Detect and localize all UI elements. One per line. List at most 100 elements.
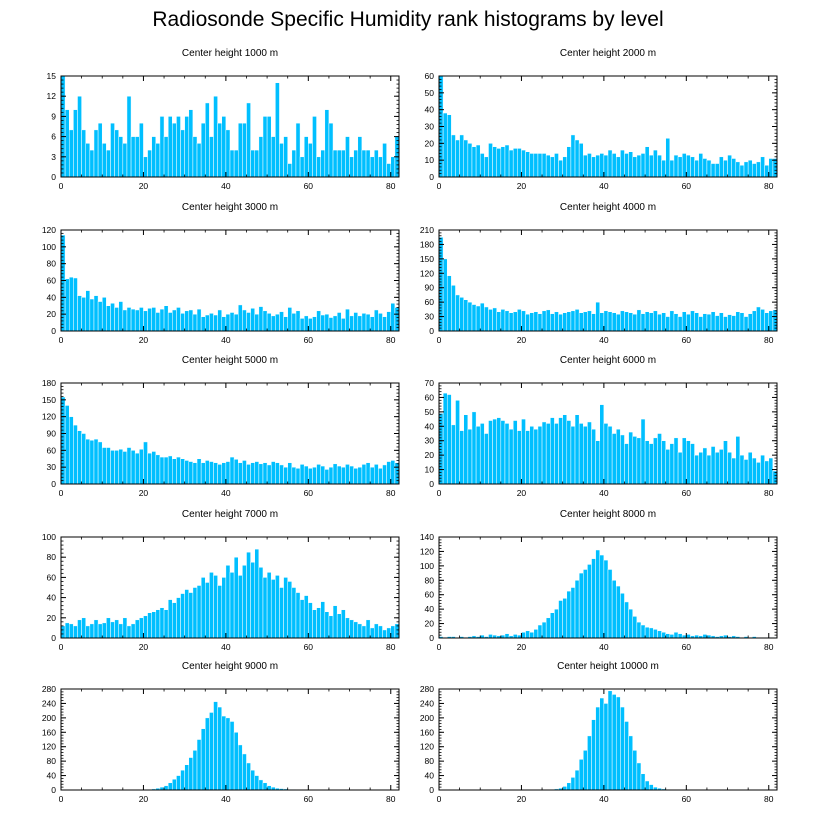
x-tick-label: 20 (517, 642, 527, 652)
histogram-bar (357, 136, 363, 178)
histogram-bar (312, 316, 317, 332)
histogram-bar (702, 313, 708, 332)
histogram-bar (97, 122, 103, 178)
histogram-bar (85, 625, 91, 639)
x-tick-label: 60 (304, 181, 314, 191)
histogram-bar (172, 458, 177, 485)
histogram-bar (657, 630, 662, 639)
y-tick-label: 120 (42, 412, 56, 422)
histogram-bar (205, 717, 210, 791)
histogram-bar (747, 313, 753, 332)
x-tick-label: 40 (599, 642, 609, 652)
y-tick-label: 20 (425, 619, 435, 629)
histogram-bar (295, 122, 301, 178)
histogram-bar (574, 309, 580, 332)
histogram-bar (607, 149, 613, 178)
histogram-bar (508, 428, 514, 485)
histogram-bar (345, 464, 350, 485)
histogram-bar (492, 146, 497, 178)
y-tick-label: 20 (425, 138, 435, 148)
histogram-bar (504, 423, 510, 485)
histogram-bar (378, 625, 383, 639)
histogram-bar (747, 159, 753, 178)
histogram-bar (632, 313, 638, 332)
histogram-bar (365, 149, 371, 178)
histogram-bar (591, 313, 596, 332)
y-tick-label: 100 (42, 532, 56, 542)
histogram-bar (632, 750, 638, 791)
histogram-bar (475, 426, 481, 485)
x-tick-label: 0 (59, 642, 64, 652)
histogram-bar (192, 313, 198, 332)
histogram-bar (73, 625, 78, 639)
histogram-bar (624, 721, 629, 791)
histogram-bar (97, 441, 103, 485)
histogram-bar (694, 159, 699, 178)
histogram-bar (620, 149, 625, 178)
panel-title: Center height 9000 m (182, 661, 278, 672)
x-tick-label: 60 (304, 335, 314, 345)
histogram-bar (205, 314, 210, 332)
histogram-bar (390, 156, 396, 178)
histogram-bar (258, 779, 264, 791)
histogram-bar (233, 313, 239, 332)
y-tick-label: 160 (42, 727, 56, 737)
histogram-bar (357, 623, 363, 639)
y-tick-label: 60 (47, 572, 57, 582)
histogram-bar (690, 156, 695, 178)
histogram-bar (279, 587, 284, 639)
histogram-bar (632, 436, 638, 485)
histogram-bar (488, 634, 493, 639)
histogram-bar (283, 316, 288, 332)
histogram-bar (328, 466, 334, 485)
y-tick-label: 30 (425, 122, 435, 132)
y-tick-label: 40 (47, 593, 57, 603)
histogram-bar (126, 447, 132, 485)
histogram-bar (332, 315, 338, 332)
y-tick-label: 120 (420, 742, 434, 752)
x-tick-label: 20 (139, 488, 149, 498)
histogram-bar (673, 437, 679, 485)
histogram-bar (636, 762, 642, 791)
histogram-bar (237, 462, 243, 485)
histogram-bar (85, 143, 91, 178)
y-tick-label: 120 (420, 546, 434, 556)
histogram-bar (81, 129, 86, 178)
histogram-bar (459, 297, 464, 332)
histogram-bar (690, 443, 695, 485)
histogram-bar (258, 306, 264, 332)
histogram-bar (341, 318, 346, 332)
histogram-bar (151, 611, 157, 639)
x-tick-label: 20 (517, 488, 527, 498)
histogram-bar (644, 311, 650, 332)
y-tick-label: 0 (51, 785, 56, 795)
histogram-bar (118, 448, 124, 485)
histogram-bar (221, 577, 227, 639)
histogram-bar (653, 437, 658, 485)
histogram-bar (365, 313, 371, 332)
histogram-bar (496, 148, 502, 178)
histogram-bar (143, 615, 148, 639)
histogram-bar (735, 436, 741, 485)
histogram-bar (188, 757, 194, 791)
histogram-bar (545, 617, 551, 639)
histogram-bar (143, 441, 148, 485)
histogram-bar (262, 577, 268, 639)
histogram-bar (229, 572, 235, 639)
histogram-bar (176, 775, 181, 791)
histogram-bar (541, 421, 547, 485)
histogram-bar (541, 310, 547, 332)
histogram-bar (752, 457, 757, 485)
histogram-bar (537, 153, 543, 178)
y-tick-label: 150 (42, 395, 56, 405)
y-tick-label: 180 (42, 378, 56, 388)
histogram-bar (517, 430, 522, 485)
histogram-bar (89, 149, 95, 178)
histogram-bar (719, 449, 724, 485)
histogram-bar (558, 417, 563, 485)
histogram-bar (266, 785, 272, 791)
y-tick-label: 150 (420, 254, 434, 264)
plot-frame (438, 536, 778, 639)
histogram-bar (341, 609, 346, 639)
